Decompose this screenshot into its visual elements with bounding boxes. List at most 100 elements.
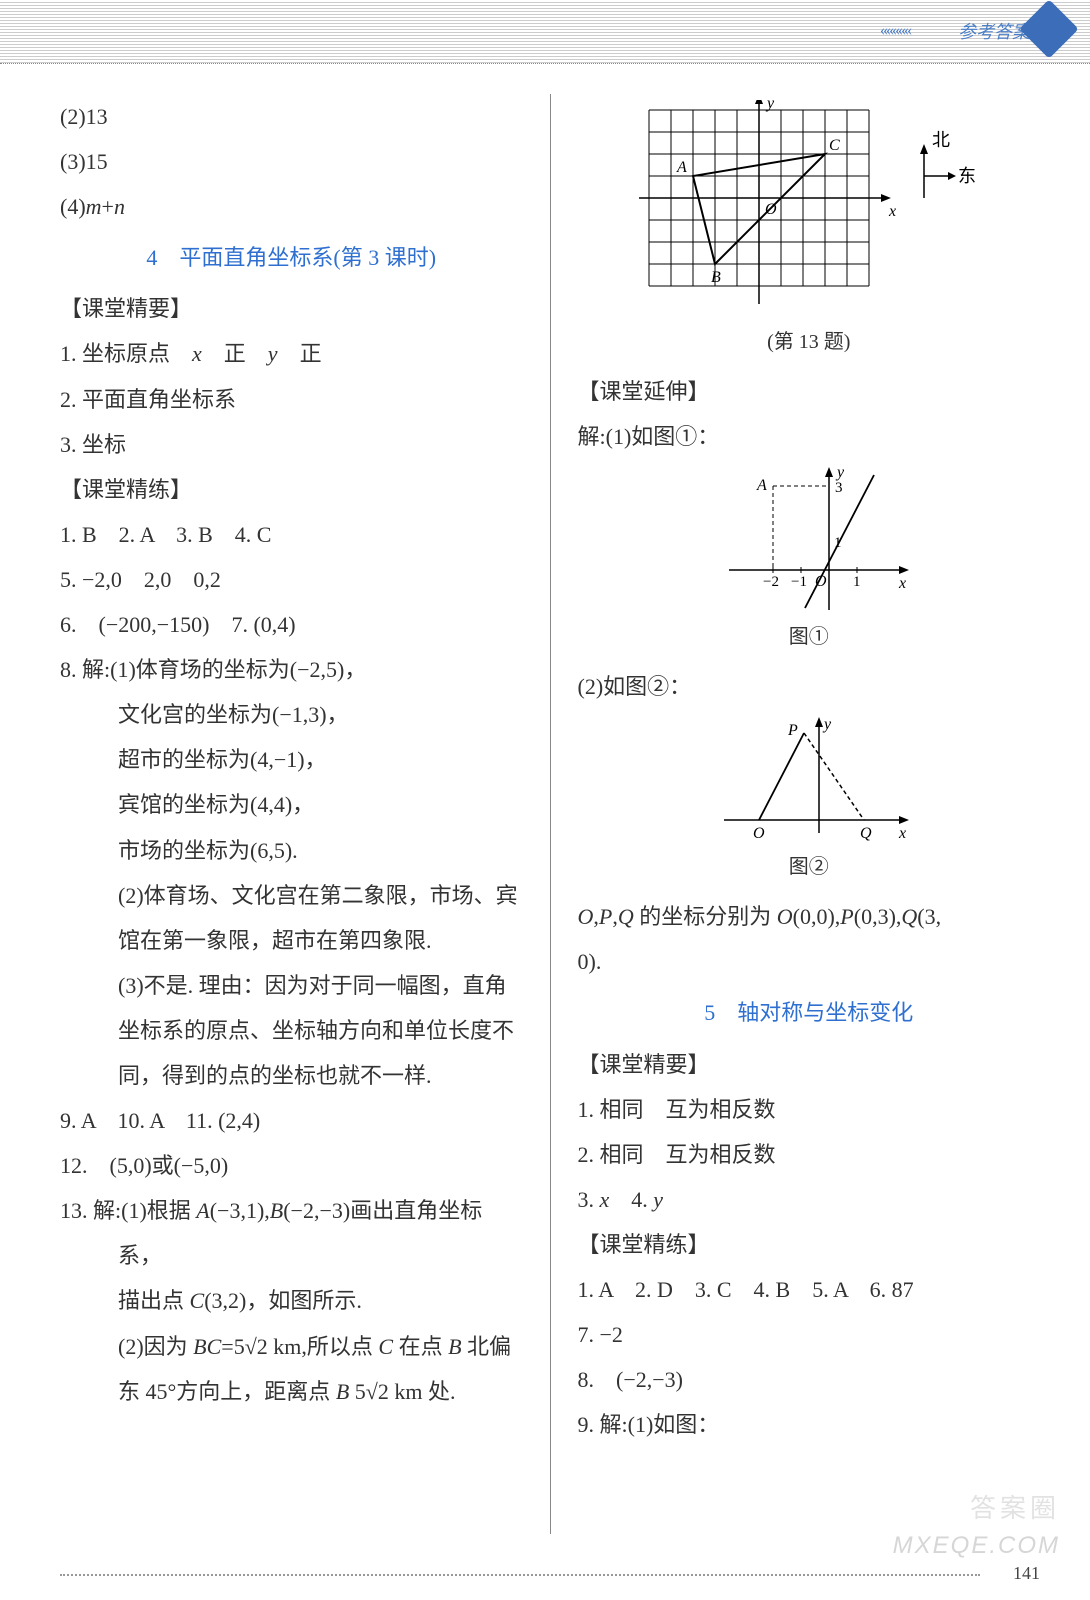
svg-text:−2: −2 [763,574,779,590]
text: 8. (−2,−3) [578,1357,1041,1402]
svg-text:P: P [787,722,798,739]
text: 1. B 2. A 3. B 4. C [60,512,523,557]
text: 9. A 10. A 11. (2,4) [60,1098,523,1143]
subsection-heading: 【课堂精要】 [60,286,523,331]
text: (3, [917,904,941,929]
text: 2. 平面直角坐标系 [60,377,523,422]
left-column: (2)13 (3)15 (4)m+n 4 平面直角坐标系(第 3 课时) 【课堂… [60,94,548,1534]
svg-text:Q: Q [860,825,872,842]
subsection-heading: 【课堂精练】 [578,1222,1041,1267]
header-band: ««««« 参考答案 [0,0,1090,64]
right-column: yxOABC北东 (第 13 题) 【课堂延伸】 解:(1)如图①： A311−… [553,94,1041,1534]
text: 4. [609,1187,653,1212]
text: (0,3), [854,904,902,929]
text: 13. 解:(1)根据 A(−3,1),B(−2,−3)画出直角坐标系， [60,1188,523,1278]
text: 市场的坐标为(6,5). [60,828,523,873]
svg-text:C: C [829,137,840,154]
var-P: P [599,904,612,929]
text: 13. 解:(1)根据 [60,1198,196,1223]
var-A: A [196,1198,209,1223]
text: (3,2)，如图所示. [204,1288,362,1313]
text: 1. 坐标原点 x 正 y 正 [60,331,523,376]
content-columns: (2)13 (3)15 (4)m+n 4 平面直角坐标系(第 3 课时) 【课堂… [0,64,1090,1534]
text: 的坐标分别为 [634,904,777,929]
text: 1. A 2. D 3. C 4. B 5. A 6. 87 [578,1267,1041,1312]
var-Q: Q [618,904,634,929]
section-title: 5 轴对称与坐标变化 [578,990,1041,1035]
svg-text:东: 东 [958,166,976,186]
header-chevrons: ««««« [880,22,910,40]
svg-text:x: x [898,575,906,592]
text: 0). [578,939,1041,984]
text: (2)13 [60,94,523,139]
text: (4) [60,194,86,219]
text: 5. −2,0 2,0 0,2 [60,557,523,602]
text: 1. 相同 互为相反数 [578,1087,1041,1132]
svg-text:O: O [815,573,827,590]
text: 9. 解:(1)如图： [578,1402,1041,1447]
text: 6. (−200,−150) 7. (0,4) [60,602,523,647]
var-x: x [600,1187,610,1212]
text: 3. x 4. y [578,1177,1041,1222]
text: 2. 相同 互为相反数 [578,1132,1041,1177]
var-BC: BC [193,1334,221,1359]
figure-ext-2: OPQxy [578,715,1041,845]
svg-text:x: x [898,825,906,842]
text: (2)因为 BC=5√2 km,所以点 C 在点 B 北偏东 45°方向上，距离… [60,1324,523,1414]
column-divider [550,94,551,1534]
figure-label: 图② [578,847,1041,888]
text: 描出点 C(3,2)，如图所示. [60,1278,523,1323]
svg-text:1: 1 [853,574,861,590]
figure-label: 图① [578,617,1041,658]
text: 宾馆的坐标为(4,4)， [60,782,523,827]
text: (0,0), [793,904,841,929]
svg-text:A: A [676,159,687,176]
text: (2)如图②： [578,664,1041,709]
subsection-heading: 【课堂延伸】 [578,369,1041,414]
text: (2)因为 [118,1334,193,1359]
diamond-icon [1019,0,1078,59]
header-label: 参考答案 [958,18,1030,44]
text: (2)体育场、文化宫在第二象限，市场、宾馆在第一象限，超市在第四象限. [60,873,523,963]
subsection-heading: 【课堂精练】 [60,467,523,512]
coord-svg-2: OPQxy [704,715,914,845]
footer-dots [60,1574,980,1576]
text: 描出点 [118,1288,190,1313]
text: 超市的坐标为(4,−1)， [60,737,523,782]
var-m: m [86,194,102,219]
svg-text:−1: −1 [791,574,807,590]
section-title: 4 平面直角坐标系(第 3 课时) [60,235,523,280]
var-O: O [777,904,793,929]
svg-text:B: B [711,269,721,286]
text: 在点 [393,1334,448,1359]
svg-text:x: x [888,203,896,220]
svg-text:A: A [756,477,767,494]
var-C: C [378,1334,393,1359]
svg-text:3: 3 [835,480,843,496]
text: 5√2 km 处. [349,1379,455,1404]
var-B: B [336,1379,349,1404]
svg-text:y: y [765,100,775,112]
text: 12. (5,0)或(−5,0) [60,1143,523,1188]
svg-text:O: O [765,201,777,218]
svg-text:北: 北 [932,130,950,150]
text: O,P,Q 的坐标分别为 O(0,0),P(0,3),Q(3, [578,894,1041,939]
var-O: O [578,904,594,929]
text: 文化宫的坐标为(−1,3)， [60,692,523,737]
text: (4)m+n [60,184,523,229]
svg-text:O: O [753,825,765,842]
grid-triangle-svg: y x O A B C 北东 [629,100,989,320]
text: (3)不是. 理由：因为对于同一幅图，直角坐标系的原点、坐标轴方向和单位长度不同… [60,963,523,1098]
var-B: B [448,1334,461,1359]
figure-label: (第 13 题) [578,322,1041,363]
subsection-heading: 【课堂精要】 [578,1042,1041,1087]
svg-text:y: y [835,465,845,481]
text: 正 [278,341,322,366]
var-Q: Q [901,904,917,929]
svg-text:1: 1 [834,535,842,551]
watermark-cn: 答案圈 [970,1488,1060,1525]
text: 3. 坐标 [60,422,523,467]
text: 正 [202,341,268,366]
figure-13: y x O A B C 北东 [578,100,1041,320]
text: 7. −2 [578,1312,1041,1357]
